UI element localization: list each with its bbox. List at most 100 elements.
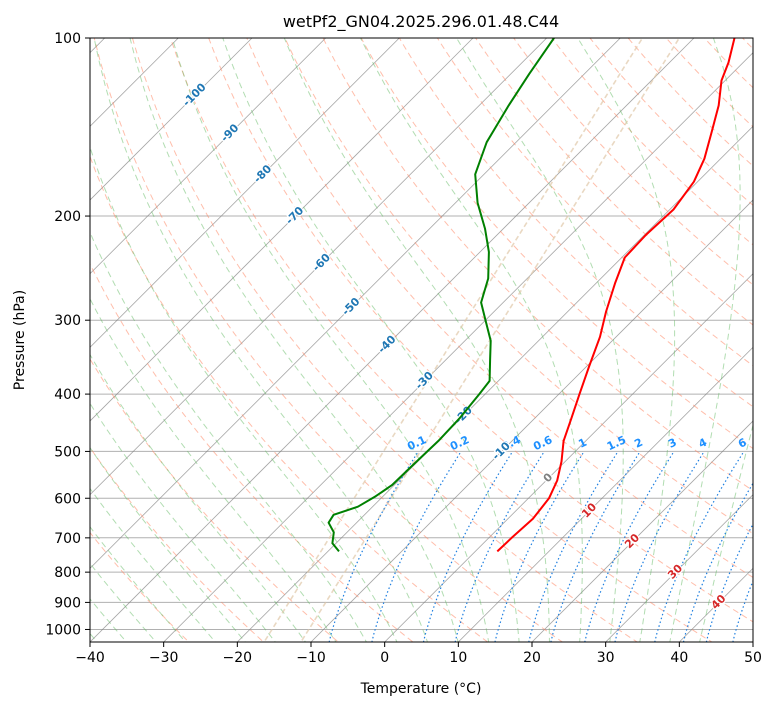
dry-adiabat-line xyxy=(93,38,564,642)
temperature-profile-line xyxy=(496,38,736,553)
isotherm-line xyxy=(237,125,753,642)
isotherm-line xyxy=(90,38,253,201)
isotherm-line xyxy=(752,641,753,642)
moist-adiabat-line xyxy=(90,402,276,642)
isotherm-line xyxy=(163,52,753,642)
x-tick-label: 0 xyxy=(380,650,389,666)
moist-adiabat-line xyxy=(90,353,307,642)
mixing-ratio-line xyxy=(752,451,775,654)
dry-adiabat-line xyxy=(360,38,753,450)
isotherm-line xyxy=(90,38,621,569)
dry-adiabat-line xyxy=(90,446,265,642)
dewpoint-profile-line xyxy=(327,38,555,553)
isotherm-line xyxy=(679,567,753,642)
y-tick-label: 1000 xyxy=(45,622,81,638)
y-tick-label: 200 xyxy=(54,209,81,225)
x-tick-label: −20 xyxy=(223,650,253,666)
isotherm-label: 10 xyxy=(579,500,599,520)
mixing-ratio-label: 0.6 xyxy=(531,433,554,453)
mixing-ratio-label: 2 xyxy=(632,436,644,451)
moist-adiabat-line xyxy=(359,38,583,642)
y-tick-label: 100 xyxy=(54,31,81,47)
plot-area: 0.10.20.40.611.52346810131620253036-100-… xyxy=(90,38,775,654)
dry-adiabat-line xyxy=(475,38,753,326)
dendritic-guide-line xyxy=(300,38,681,642)
y-tick-label: 400 xyxy=(54,387,81,403)
x-tick-label: 10 xyxy=(449,650,467,666)
y-tick-label: 500 xyxy=(54,444,81,460)
isotherm-line xyxy=(384,273,753,642)
y-tick-label: 300 xyxy=(54,313,81,329)
isotherm-line xyxy=(458,346,753,642)
x-tick-label: 50 xyxy=(744,650,762,666)
chart-title: wetPf2_GN04.2025.296.01.48.C44 xyxy=(283,12,559,32)
dry-adiabat-line xyxy=(436,38,753,367)
isotherm-label: -100 xyxy=(180,80,209,109)
y-tick-label: 600 xyxy=(54,491,81,507)
y-tick-label: 700 xyxy=(54,531,81,547)
y-axis-label: Pressure (hPa) xyxy=(12,290,28,390)
moist-adiabat-line xyxy=(669,38,741,642)
plot-frame xyxy=(89,37,754,643)
moist-adiabat-line xyxy=(222,38,520,642)
moist-adiabat-line xyxy=(699,423,753,642)
mixing-ratio-label: 8 xyxy=(765,436,775,451)
isotherm-label: -90 xyxy=(218,121,241,144)
x-tick-label: 30 xyxy=(597,650,615,666)
mixing-ratio-line xyxy=(528,451,619,642)
isotherm-label: -70 xyxy=(283,204,306,227)
dry-adiabat-line xyxy=(589,38,753,206)
moist-adiabat-line xyxy=(90,145,398,642)
dry-adiabat-line xyxy=(513,38,753,286)
dry-adiabat-line xyxy=(90,358,340,642)
isotherm-label: -60 xyxy=(310,251,333,274)
isotherm-line xyxy=(605,494,753,642)
isotherm-line xyxy=(531,420,753,642)
x-tick-label: 20 xyxy=(523,650,541,666)
dry-adiabat-line xyxy=(398,38,753,408)
dry-adiabat-line xyxy=(322,38,753,492)
moist-adiabat-line xyxy=(90,487,216,642)
dendritic-guide-line xyxy=(263,38,644,642)
y-tick-label: 800 xyxy=(54,565,81,581)
x-tick-label: −30 xyxy=(149,650,179,666)
moist-adiabat-line xyxy=(171,38,490,642)
mixing-ratio-label: 4 xyxy=(697,436,710,451)
x-axis-label: Temperature (°C) xyxy=(360,681,482,697)
mixing-ratio-label: 0.2 xyxy=(448,433,471,453)
dry-adiabat-line xyxy=(90,262,414,642)
x-tick-label: −10 xyxy=(296,650,326,666)
x-tick-label: −40 xyxy=(75,650,105,666)
moist-adiabat-line xyxy=(456,38,624,642)
mixing-ratio-line xyxy=(328,451,419,642)
dry-adiabat-line xyxy=(208,38,753,623)
moist-adiabat-line xyxy=(93,38,429,642)
mixing-ratio-line xyxy=(584,451,675,642)
dry-adiabat-line xyxy=(246,38,753,578)
isotherm-line xyxy=(310,199,753,642)
x-tick-label: 40 xyxy=(670,650,688,666)
isotherm-line xyxy=(90,38,326,275)
mixing-ratio-label: 1.5 xyxy=(605,433,628,453)
isotherm-line xyxy=(90,38,547,496)
moist-adiabat-line xyxy=(90,526,187,642)
dry-adiabat-line xyxy=(170,38,713,642)
dry-adiabat-line xyxy=(284,38,753,535)
mixing-ratio-line xyxy=(550,451,641,642)
mixing-ratio-line xyxy=(422,451,514,642)
moist-adiabat-line xyxy=(577,38,676,642)
dry-adiabat-line xyxy=(90,155,489,642)
isotherm-label: 20 xyxy=(622,531,642,551)
isotherm-label: 30 xyxy=(665,561,685,581)
isotherm-line xyxy=(90,38,695,642)
mixing-ratio-line xyxy=(614,451,705,642)
moist-adiabat-line xyxy=(90,297,337,642)
isotherm-label: -50 xyxy=(339,295,362,318)
isotherm-line xyxy=(90,38,474,422)
isotherm-label: 40 xyxy=(709,592,729,612)
moist-adiabat-line xyxy=(90,231,367,642)
mixing-ratio-label: 0.1 xyxy=(405,433,428,453)
moist-adiabat-line xyxy=(283,38,550,642)
moist-adiabat-line xyxy=(90,446,246,642)
